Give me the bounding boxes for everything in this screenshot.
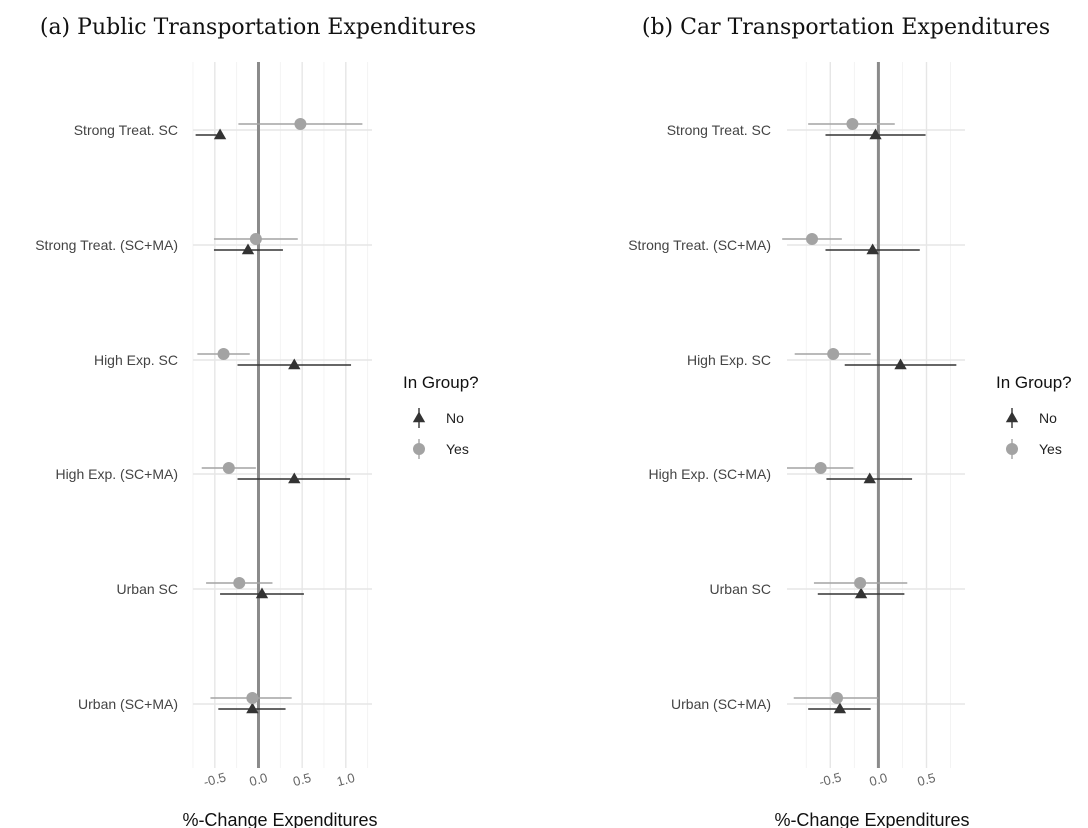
panel-car-transportation: (b) Car Transportation Expenditures Stro…	[628, 15, 1050, 828]
legend-panel-b: In Group? No Yes	[996, 373, 1072, 459]
legend-key-triangle	[412, 411, 426, 423]
panel-b-point-yes	[831, 692, 844, 704]
panel-a-point-yes	[222, 462, 235, 474]
legend-b-title: In Group?	[996, 373, 1072, 392]
panel-a-category-label: Urban SC	[117, 581, 178, 597]
panel-b-marks	[782, 118, 957, 714]
legend-label-yes: Yes	[446, 441, 469, 457]
panel-a-x-tick-label: -0.5	[202, 769, 228, 789]
panel-b-category-label: Urban (SC+MA)	[671, 696, 771, 712]
panel-b-point-no	[894, 358, 907, 370]
panel-a-point-no	[213, 128, 227, 140]
panel-b-point-no	[833, 702, 847, 714]
panel-a-marks	[195, 118, 363, 714]
panel-b-point-yes	[827, 348, 840, 360]
panel-b-x-tick-label: -0.5	[817, 769, 843, 789]
legend-key-circle	[413, 443, 425, 455]
panel-a-x-axis-label: %-Change Expenditures	[182, 810, 377, 828]
panel-b-x-tick-label: 0.5	[916, 770, 937, 789]
legend-key-circle	[1006, 443, 1018, 455]
panel-b-x-ticks: -0.5 0.0 0.5	[817, 769, 937, 789]
panel-b-category-labels: Strong Treat. SC Strong Treat. (SC+MA) Hig…	[628, 122, 771, 712]
panel-a-category-label: High Exp. SC	[94, 352, 178, 368]
panel-b-grid	[787, 62, 965, 768]
panel-b-category-label: High Exp. SC	[687, 352, 771, 368]
panel-b-x-axis-label: %-Change Expenditures	[774, 810, 969, 828]
panel-b-title: (b) Car Transportation Expenditures	[642, 15, 1050, 40]
panel-a-point-no	[288, 472, 301, 484]
legend-key-triangle	[1005, 411, 1019, 423]
panel-a-x-tick-label: 0.5	[291, 770, 312, 789]
legend-label-no: No	[446, 410, 464, 426]
panel-a-point-no	[288, 358, 301, 370]
panel-a-category-label: Strong Treat. SC	[74, 122, 178, 138]
legend-a-title: In Group?	[403, 373, 479, 392]
panel-b-category-label: High Exp. (SC+MA)	[648, 466, 771, 482]
legend-a-items: No Yes	[412, 408, 469, 459]
panel-b-point-yes	[814, 462, 827, 474]
panel-a-category-label: High Exp. (SC+MA)	[55, 466, 178, 482]
legend-panel-a: In Group? No Yes	[403, 373, 479, 459]
panel-b-point-no	[866, 243, 879, 255]
panel-b-category-label: Urban SC	[710, 581, 771, 597]
panel-a-point-yes	[249, 233, 262, 245]
panel-b-point-no	[854, 587, 868, 599]
panel-a-point-yes	[217, 348, 230, 360]
panel-public-transportation: (a) Public Transportation Expenditures S…	[35, 15, 476, 828]
panel-a-point-no	[246, 702, 259, 714]
panel-a-point-yes	[246, 692, 259, 704]
panel-a-point-no	[255, 587, 269, 599]
panel-b-point-no	[869, 128, 882, 140]
panel-a-category-label: Urban (SC+MA)	[78, 696, 178, 712]
panel-a-x-tick-label: 0.0	[248, 770, 269, 789]
panel-a-category-label: Strong Treat. (SC+MA)	[35, 237, 178, 253]
panel-a-x-ticks: -0.5 0.0 0.5 1.0	[202, 769, 356, 789]
panel-a-category-labels: Strong Treat. SC Strong Treat. (SC+MA) Hig…	[35, 122, 178, 712]
panel-a-point-yes	[233, 577, 246, 589]
legend-label-yes: Yes	[1039, 441, 1062, 457]
panel-a-x-tick-label: 1.0	[335, 770, 356, 789]
panel-b-point-yes	[806, 233, 819, 245]
panel-b-point-yes	[846, 118, 859, 130]
panel-b-category-label: Strong Treat. SC	[667, 122, 771, 138]
panel-b-point-yes	[854, 577, 867, 589]
panel-a-title: (a) Public Transportation Expenditures	[40, 15, 476, 40]
legend-b-items: No Yes	[1005, 408, 1062, 459]
panel-a-grid	[192, 62, 372, 768]
panel-a-point-no	[241, 243, 255, 255]
panel-a-point-yes	[294, 118, 307, 130]
panel-b-category-label: Strong Treat. (SC+MA)	[628, 237, 771, 253]
panel-b-point-no	[863, 472, 876, 484]
panel-b-x-tick-label: 0.0	[868, 770, 889, 789]
legend-label-no: No	[1039, 410, 1057, 426]
